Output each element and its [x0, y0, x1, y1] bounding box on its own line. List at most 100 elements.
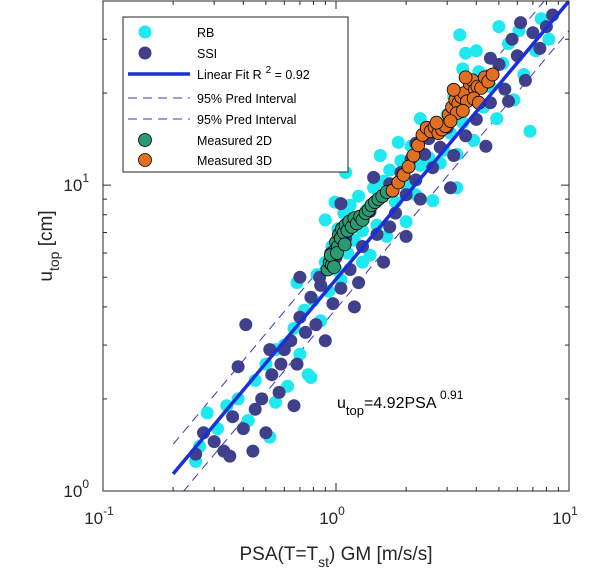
ssi-point-84 [334, 197, 348, 211]
ssi-point-68 [367, 170, 381, 184]
rb-point-73 [399, 215, 413, 229]
ssi-point-9 [259, 426, 273, 440]
legend-marker-ssi [138, 46, 152, 60]
linear-fit-line [171, 1, 569, 476]
ssi-point-17 [304, 290, 318, 304]
ssi-point-64 [399, 229, 413, 243]
rb-point-46 [426, 194, 440, 208]
measured-2d-point-29 [327, 260, 341, 274]
ssi-point-55 [505, 32, 519, 46]
ssi-point-6 [239, 318, 253, 332]
legend-label-pred-lower: 95% Pred Interval [197, 113, 296, 127]
ssi-point-18 [309, 318, 323, 332]
ssi-point-22 [326, 297, 340, 311]
ssi-point-16 [299, 325, 312, 339]
legend-label-ssi: SSI [197, 47, 217, 61]
x-tick-label-0: 10-1 [84, 504, 114, 528]
rb-point-84 [492, 20, 506, 34]
rb-point-74 [304, 371, 318, 384]
ssi-point-8 [255, 392, 269, 406]
ssi-point-39 [409, 173, 423, 187]
measured-3d-point-34 [429, 115, 444, 130]
ssi-point-7 [246, 444, 260, 458]
ssi-point-33 [377, 255, 391, 269]
rb-point-1 [200, 406, 214, 420]
ssi-point-5 [236, 422, 250, 436]
measured-2d-point-27 [330, 246, 344, 260]
measured-3d-point-29 [455, 103, 470, 118]
y-axis-label: utop [cm] [36, 210, 62, 281]
y-tick-label-1: 101 [63, 171, 89, 195]
data-points [189, 8, 560, 468]
rb-point-81 [318, 213, 332, 227]
rb-point-80 [269, 395, 282, 409]
measured-3d-point-31 [446, 82, 461, 97]
rb-point-3 [220, 399, 234, 413]
legend-label-measured-3d: Measured 3D [197, 154, 272, 168]
rb-point-37 [383, 163, 397, 177]
ssi-point-66 [231, 360, 245, 374]
ssi-point-11 [272, 385, 286, 399]
rb-point-71 [542, 32, 556, 46]
rb-point-82 [373, 149, 387, 162]
ssi-point-10 [265, 368, 279, 382]
legend-label-rb: RB [197, 26, 214, 40]
ssi-point-46 [447, 149, 461, 162]
x-tick-label-1: 100 [319, 504, 345, 528]
rb-point-33 [367, 181, 381, 195]
ssi-point-54 [498, 82, 512, 96]
rb-point-54 [453, 28, 467, 42]
legend-marker-measured-3d [138, 153, 152, 167]
x-axis-label: PSA(T=Tst) GM [m/s/s] [240, 544, 433, 570]
measured-3d-point-32 [458, 70, 473, 85]
legend-label-pred-upper: 95% Pred Interval [197, 92, 296, 106]
ssi-point-31 [370, 227, 384, 241]
ssi-point-76 [248, 402, 262, 416]
fit-equation-annotation: utop=4.92PSA 0.91 [337, 388, 464, 418]
measured-3d-point-27 [485, 67, 500, 82]
rb-point-79 [469, 44, 483, 58]
legend-marker-measured-2d [138, 133, 152, 147]
rb-point-75 [356, 255, 369, 269]
legend-marker-rb [138, 25, 152, 39]
measured-2d-point-28 [337, 237, 352, 252]
ssi-point-81 [483, 51, 497, 65]
ssi-point-40 [413, 192, 427, 206]
fit-line-layer [171, 1, 569, 476]
ssi-point-82 [514, 16, 528, 30]
ssi-point-43 [426, 161, 440, 175]
ssi-point-59 [533, 41, 547, 55]
legend-box [122, 16, 349, 173]
ssi-point-48 [459, 129, 473, 143]
pred-interval-lower [182, 30, 569, 491]
ssi-point-57 [518, 73, 532, 87]
ssi-point-72 [383, 220, 397, 234]
measured-3d-point-35 [443, 114, 458, 128]
ssi-point-62 [287, 399, 301, 413]
ssi-point-63 [347, 300, 361, 314]
y-tick-label-0: 100 [63, 477, 89, 501]
ssi-point-4 [226, 410, 240, 424]
rb-point-43 [413, 158, 427, 172]
axis-ticks: 10-1 100 101 100 101 [63, 0, 578, 528]
ssi-point-58 [526, 26, 540, 40]
rb-point-68 [523, 124, 537, 138]
legend-label-measured-2d: Measured 2D [197, 134, 272, 148]
ssi-point-69 [479, 139, 493, 153]
ssi-point-14 [290, 357, 304, 371]
rb-point-56 [459, 46, 473, 60]
rb-point-62 [490, 112, 504, 126]
rb-point-87 [391, 135, 405, 149]
rb-point-13 [293, 347, 307, 361]
ssi-point-74 [502, 94, 515, 108]
ssi-point-65 [444, 181, 457, 195]
rb-point-29 [352, 189, 366, 203]
x-tick-label-2: 101 [552, 504, 578, 528]
ssi-point-24 [334, 281, 348, 295]
ssi-point-67 [293, 270, 307, 284]
ssi-point-28 [352, 276, 366, 290]
ssi-point-2 [207, 435, 221, 449]
